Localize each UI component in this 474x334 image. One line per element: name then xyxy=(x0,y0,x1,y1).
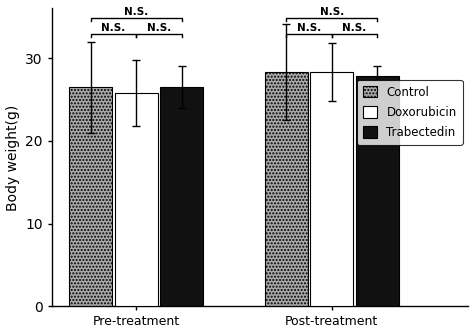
Text: N.S.: N.S. xyxy=(147,23,171,33)
Bar xyxy=(161,87,203,306)
Text: N.S.: N.S. xyxy=(297,23,321,33)
Bar xyxy=(310,72,353,306)
Text: N.S.: N.S. xyxy=(124,7,148,17)
Y-axis label: Body weight(g): Body weight(g) xyxy=(6,104,19,210)
Bar xyxy=(115,93,158,306)
Text: N.S.: N.S. xyxy=(319,7,344,17)
Bar xyxy=(264,72,308,306)
Legend: Control, Doxorubicin, Trabectedin: Control, Doxorubicin, Trabectedin xyxy=(357,80,463,145)
Text: N.S.: N.S. xyxy=(342,23,366,33)
Bar xyxy=(356,76,399,306)
Bar xyxy=(69,87,112,306)
Text: N.S.: N.S. xyxy=(101,23,126,33)
